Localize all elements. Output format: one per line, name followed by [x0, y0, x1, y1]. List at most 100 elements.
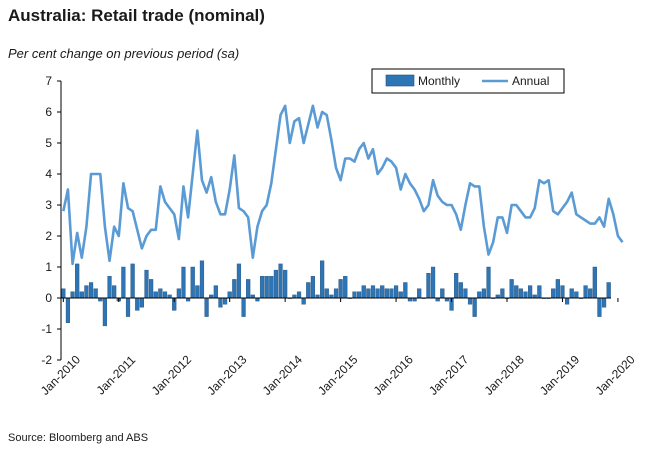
monthly-bar [213, 285, 218, 299]
monthly-bar [269, 276, 274, 299]
monthly-bar [310, 276, 315, 299]
monthly-bar [93, 288, 98, 299]
monthly-bar [472, 297, 477, 317]
monthly-bar [149, 279, 154, 299]
monthly-bar [430, 266, 436, 299]
monthly-bar [555, 279, 560, 299]
monthly-bar [176, 288, 181, 299]
monthly-bar [259, 276, 265, 299]
monthly-bar [458, 282, 463, 299]
monthly-bar [278, 263, 283, 299]
y-tick-label: 2 [45, 229, 52, 243]
monthly-bar [296, 291, 302, 299]
x-tick-label: Jan-2019 [537, 352, 583, 398]
monthly-bar [70, 291, 75, 299]
x-tick-label: Jan-2012 [149, 352, 195, 398]
monthly-bar [361, 285, 366, 299]
chart-subtitle: Per cent change on previous period (sa) [8, 46, 240, 61]
monthly-bar [195, 285, 200, 299]
monthly-bar [236, 263, 242, 299]
monthly-bar [565, 297, 570, 305]
monthly-bar [370, 285, 376, 299]
monthly-bar [486, 266, 491, 299]
legend-swatch-monthly [385, 74, 415, 87]
monthly-bar [597, 297, 602, 317]
monthly-bar [130, 263, 135, 299]
x-tick-label: Jan-2020 [592, 352, 638, 398]
monthly-bar [320, 260, 325, 299]
monthly-bar [380, 285, 385, 299]
monthly-bar [135, 297, 140, 311]
monthly-bar [338, 279, 343, 299]
y-tick-label: 1 [45, 260, 52, 274]
x-tick-label: Jan-2017 [426, 352, 472, 398]
monthly-bar [246, 279, 251, 299]
monthly-bar [528, 285, 533, 299]
monthly-bar [153, 291, 158, 299]
monthly-bar [158, 288, 163, 299]
monthly-bar [500, 288, 505, 299]
monthly-bar [601, 297, 607, 308]
monthly-bar [592, 266, 597, 299]
monthly-bar [333, 288, 339, 299]
monthly-bar [301, 297, 306, 305]
monthly-bar [125, 297, 131, 317]
monthly-bar [537, 285, 542, 299]
monthly-bar [324, 288, 329, 299]
monthly-bar [357, 291, 362, 299]
monthly-bar [190, 266, 195, 299]
monthly-bar [375, 288, 380, 299]
monthly-bar [569, 288, 574, 299]
monthly-bar [426, 273, 431, 299]
monthly-bar [481, 288, 486, 299]
monthly-bar [61, 288, 66, 299]
monthly-bar [454, 273, 459, 299]
monthly-bar [65, 297, 71, 323]
x-tick-label: Jan-2015 [315, 352, 361, 398]
monthly-bar [352, 291, 357, 299]
y-tick-label: -2 [41, 353, 52, 367]
legend-label-annual: Annual [512, 74, 549, 88]
monthly-bar [509, 279, 514, 299]
monthly-bar [523, 291, 528, 299]
chart-source-note: Source: Bloomberg and ABS [8, 432, 149, 444]
chart-title: Australia: Retail trade (nominal) [8, 6, 265, 25]
monthly-bar [384, 288, 389, 299]
monthly-bar [583, 285, 588, 299]
x-tick-label: Jan-2016 [371, 352, 417, 398]
monthly-bar [440, 288, 445, 299]
annual-series-line [62, 104, 624, 266]
x-tick-label: Jan-2018 [482, 352, 528, 398]
monthly-bar [162, 291, 168, 299]
monthly-bar [227, 291, 232, 299]
monthly-bar [574, 291, 579, 299]
y-tick-label: 7 [45, 74, 52, 88]
monthly-bar [283, 269, 288, 299]
monthly-bar [560, 285, 565, 299]
monthly-bar [417, 288, 422, 299]
y-tick-labels: -2 -1 0 1 2 3 4 5 6 7 [41, 74, 61, 367]
monthly-bar [606, 282, 611, 299]
monthly-bar [389, 288, 394, 299]
monthly-bar [218, 297, 223, 308]
monthly-bar [393, 285, 399, 299]
monthly-bar [366, 288, 371, 299]
y-tick-label: 4 [45, 167, 52, 181]
monthly-bar [102, 297, 108, 327]
monthly-bar [204, 297, 209, 317]
monthly-bar [477, 291, 482, 299]
monthly-bar [273, 269, 279, 299]
monthly-bar [222, 297, 228, 305]
monthly-bar [84, 285, 89, 299]
monthly-bar [107, 276, 112, 299]
x-tick-label: Jan-2013 [204, 352, 250, 398]
monthly-bar [306, 282, 311, 299]
y-tick-label: 3 [45, 198, 52, 212]
legend-label-monthly: Monthly [418, 74, 460, 88]
monthly-bar [241, 297, 246, 317]
monthly-bar [403, 282, 408, 299]
monthly-bar [398, 291, 403, 299]
monthly-bar [79, 291, 84, 299]
